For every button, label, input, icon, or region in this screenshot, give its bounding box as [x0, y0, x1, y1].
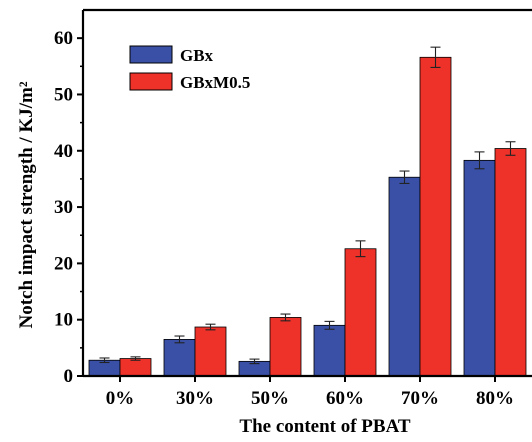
bar-gbxm05-4	[419, 56, 452, 377]
legend-label-gbx: GBx	[180, 46, 214, 65]
bars-layer	[88, 46, 527, 377]
bar-gbx-4	[388, 176, 421, 377]
y-tick-label-3: 30	[54, 197, 73, 218]
x-tick-label-4: 70%	[401, 388, 439, 409]
legend-swatch-gbx	[129, 45, 173, 64]
error-bar-gbx-1	[174, 335, 185, 344]
error-bar-gbxm05-2	[280, 313, 291, 322]
y-tick-label-5: 50	[54, 84, 73, 105]
y-tick-label-1: 10	[54, 310, 73, 331]
x-tick-label-1: 30%	[176, 388, 214, 409]
legend: GBx GBxM0.5	[129, 45, 250, 92]
error-bar-gbxm05-4	[430, 46, 441, 68]
y-tick-label-6: 60	[54, 28, 73, 49]
error-bar-gbx-0	[99, 357, 110, 364]
error-bar-gbxm05-5	[505, 141, 516, 156]
legend-swatch-gbxm05	[129, 72, 173, 91]
error-bar-gbx-4	[399, 170, 410, 184]
bar-gbxm05-1	[194, 326, 227, 377]
legend-label-gbxm05: GBxM0.5	[180, 73, 250, 92]
error-bar-gbxm05-1	[205, 323, 216, 331]
bar-gbxm05-3	[344, 248, 377, 377]
y-tick-label-4: 40	[54, 141, 73, 162]
bar-gbxm05-5	[494, 148, 527, 377]
error-bar-gbx-3	[324, 320, 335, 330]
error-bar-gbxm05-0	[130, 356, 141, 361]
y-tick-label-0: 0	[64, 366, 74, 387]
bar-gbxm05-2	[269, 317, 302, 377]
error-bar-gbx-2	[249, 358, 260, 365]
bar-gbx-5	[463, 159, 496, 377]
x-tick-label-5: 80%	[476, 388, 514, 409]
x-tick-label-0: 0%	[106, 388, 135, 409]
bar-gbxm05-0	[119, 358, 152, 377]
y-axis-title: Notch impact strength / KJ/m²	[16, 81, 37, 328]
y-tick-label-2: 20	[54, 253, 73, 274]
ticks-layer: 0% 30% 50% 60% 70% 80% 0 10 20 30 40 50 60	[54, 28, 514, 409]
x-tick-label-2: 50%	[251, 388, 289, 409]
axes-layer	[81, 8, 532, 378]
x-tick-label-3: 60%	[326, 388, 364, 409]
error-bar-gbx-5	[474, 151, 485, 170]
x-axis-title: The content of PBAT	[239, 416, 410, 437]
bar-gbx-1	[163, 338, 196, 377]
bar-gbx-3	[313, 324, 346, 377]
error-bar-gbxm05-3	[355, 240, 366, 258]
